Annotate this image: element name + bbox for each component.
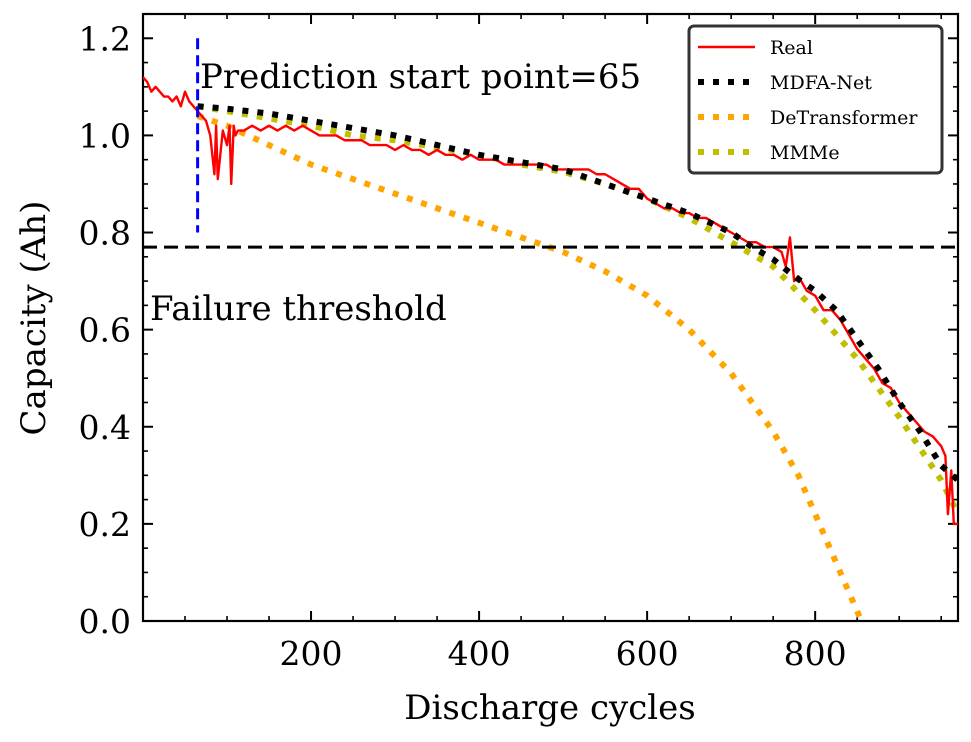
plot-frame <box>141 12 960 623</box>
tick-labels: 200 400 600 800 0.0 0.2 0.4 0.6 0.8 1.0 1.2 <box>79 19 847 673</box>
series-line-real <box>143 76 958 526</box>
series-layer <box>143 76 958 621</box>
legend-label: Real <box>770 37 813 59</box>
legend-label: MDFA-Net <box>770 72 872 94</box>
x-tick-label: 400 <box>448 634 511 673</box>
x-axis-title: Discharge cycles <box>404 688 695 728</box>
y-tick-label: 0.6 <box>79 311 131 350</box>
x-tick-label: 200 <box>280 634 343 673</box>
y-tick-label: 0.8 <box>79 214 131 253</box>
y-tick-label: 1.0 <box>79 116 131 155</box>
y-axis-title: Capacity (Ah) <box>14 201 54 436</box>
y-tick-label: 0.2 <box>79 505 131 544</box>
legend-label: DeTransformer <box>770 107 918 129</box>
y-tick-label: 1.2 <box>79 19 131 58</box>
y-tick-label: 0.0 <box>79 602 131 641</box>
series-line-mdfa-net <box>197 103 958 483</box>
legend: Real MDFA-Net DeTransformer MMMe <box>687 24 944 175</box>
prediction-start-label: Prediction start point=65 <box>200 57 641 97</box>
y-tick-label: 0.4 <box>79 408 131 447</box>
legend-box <box>687 24 944 175</box>
legend-label: MMMe <box>770 142 840 164</box>
series-line-detransformer <box>196 113 865 621</box>
x-tick-label: 800 <box>784 634 847 673</box>
failure-threshold-label: Failure threshold <box>150 289 447 329</box>
axis-ticks <box>143 14 958 622</box>
x-tick-label: 600 <box>616 634 679 673</box>
